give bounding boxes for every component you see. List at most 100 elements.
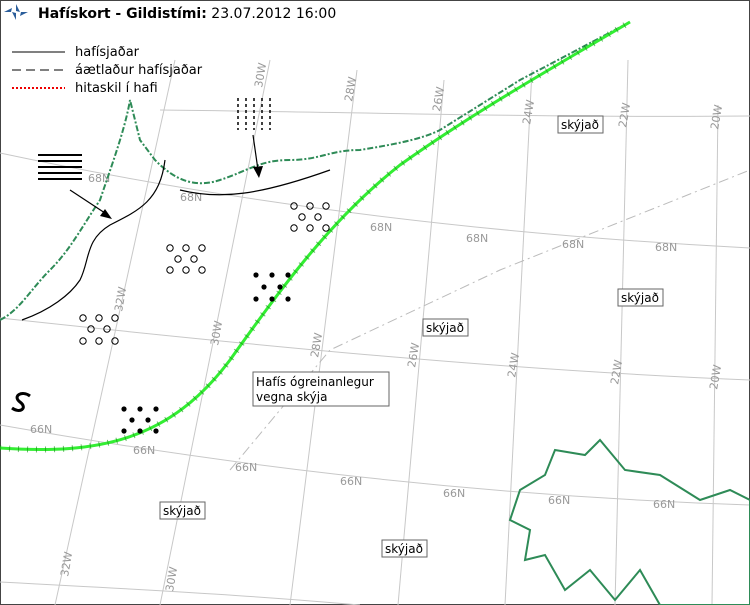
- legend-entry: hitaskil í hafi: [75, 81, 158, 96]
- ocean-front: [0, 20, 631, 451]
- latitude-label: 66N: [443, 487, 465, 500]
- latitude-label: 66N: [653, 498, 675, 511]
- latitude-label: 66N: [340, 475, 362, 488]
- label-box: [159, 501, 206, 520]
- label-box: [557, 115, 604, 134]
- date: 23.07.2012 16:00: [211, 6, 336, 22]
- ice-symbol: [166, 244, 174, 252]
- legend-entry: hafísjaðar: [75, 45, 140, 60]
- latitude-label: 68N: [88, 172, 110, 185]
- latitude-label: 68N: [180, 191, 202, 204]
- title: Hafískort - Gildistími: 23.07.2012 16:00: [38, 6, 336, 22]
- latitude-label: 66N: [30, 423, 52, 436]
- ice-symbol: [11, 392, 31, 412]
- ice-edge: [21, 159, 166, 321]
- ice-symbol: [306, 224, 314, 232]
- label-box: [617, 288, 664, 307]
- ice-symbol: [298, 213, 306, 221]
- ice-symbol: [198, 266, 206, 274]
- ice-symbol: [137, 428, 143, 434]
- ice-symbol: [277, 284, 283, 290]
- ice-symbol: [269, 272, 275, 278]
- iceland-coast: [508, 438, 750, 605]
- legend: hafísjaðar áætlaður hafísjaðar hitaskil …: [12, 45, 203, 96]
- ice-symbol: [269, 296, 275, 302]
- latitude-label: 66N: [235, 461, 257, 474]
- ice-symbol: [95, 314, 103, 322]
- cloud-label: skýjað: [385, 542, 423, 556]
- longitude-label: 32W: [58, 551, 75, 578]
- ice-symbol: [198, 244, 206, 252]
- longitude-label: 24W: [520, 99, 537, 126]
- arrow: [69, 189, 109, 216]
- ice-symbol: [290, 202, 298, 210]
- longitude-label: 30W: [208, 320, 225, 347]
- cloud-label: skýjað: [561, 118, 599, 132]
- cloud-label: skýjað: [426, 321, 464, 335]
- ice-symbol: [261, 284, 267, 290]
- ice-symbol: [290, 224, 298, 232]
- ice-symbol: [38, 154, 82, 180]
- ice-symbol: [314, 213, 322, 221]
- ice-symbol: [153, 428, 159, 434]
- ice-symbol: [285, 272, 291, 278]
- ice-symbol: [87, 325, 95, 333]
- latitude-label: 68N: [562, 238, 584, 251]
- ice-symbol: [253, 272, 259, 278]
- ice-note: vegna skýja: [256, 390, 327, 404]
- ice-symbol: [145, 417, 151, 423]
- ice-note: Hafís ógreinanlegur: [256, 375, 374, 389]
- longitude-label: 26W: [430, 86, 447, 113]
- ice-symbol: [121, 406, 127, 412]
- logo: [4, 4, 28, 20]
- arrow: [252, 134, 259, 171]
- ice-symbol: [174, 255, 182, 263]
- latitude-label: 66N: [548, 494, 570, 507]
- longitude-label: 28W: [308, 332, 325, 359]
- ice-symbol: [190, 255, 198, 263]
- label-box: [422, 318, 469, 337]
- ice-symbol: [153, 406, 159, 412]
- ice-symbol: [95, 337, 103, 345]
- ice-symbol: [137, 406, 143, 412]
- greenland-coast: [0, 21, 631, 321]
- longitude-label: 22W: [608, 359, 625, 386]
- longitude-label: 22W: [616, 102, 633, 129]
- ice-symbol: [79, 337, 87, 345]
- longitude-label: 24W: [505, 352, 522, 379]
- ice-symbol: [253, 296, 259, 302]
- ice-symbol: [182, 244, 190, 252]
- arrow-head: [100, 209, 112, 219]
- longitude-label: 26W: [405, 342, 422, 369]
- latitude-label: 66N: [133, 444, 155, 457]
- label-box: [252, 371, 390, 407]
- ice-symbol: [129, 417, 135, 423]
- longitude-label: 20W: [708, 104, 725, 131]
- longitude-label: 20W: [707, 364, 724, 391]
- cloud-label: skýjað: [621, 291, 659, 305]
- ice-symbol: [111, 337, 119, 345]
- ice-edge: [179, 169, 331, 196]
- cloud-label: skýjað: [163, 504, 201, 518]
- label-box: [381, 539, 428, 558]
- ice-symbol: [103, 325, 111, 333]
- ice-symbol: [322, 202, 330, 210]
- latitude-label: 68N: [655, 241, 677, 254]
- longitude-label: 30W: [252, 62, 269, 89]
- ice-symbol: [121, 428, 127, 434]
- longitude-label: 30W: [163, 566, 180, 593]
- legend-entry: áætlaður hafísjaðar: [75, 63, 203, 78]
- ice-symbol: [182, 266, 190, 274]
- title-text: Hafískort - Gildistími:: [38, 6, 207, 22]
- longitude-label: 28W: [342, 76, 359, 103]
- ice-symbol: [111, 314, 119, 322]
- ice-symbol: [79, 314, 87, 322]
- ice-symbol: [166, 266, 174, 274]
- ice-symbol: [322, 224, 330, 232]
- ice-symbol: [237, 98, 271, 130]
- latitude-label: 68N: [466, 232, 488, 245]
- latitude-label: 68N: [370, 221, 392, 234]
- arrow-head: [253, 166, 263, 178]
- ice-symbol: [306, 202, 314, 210]
